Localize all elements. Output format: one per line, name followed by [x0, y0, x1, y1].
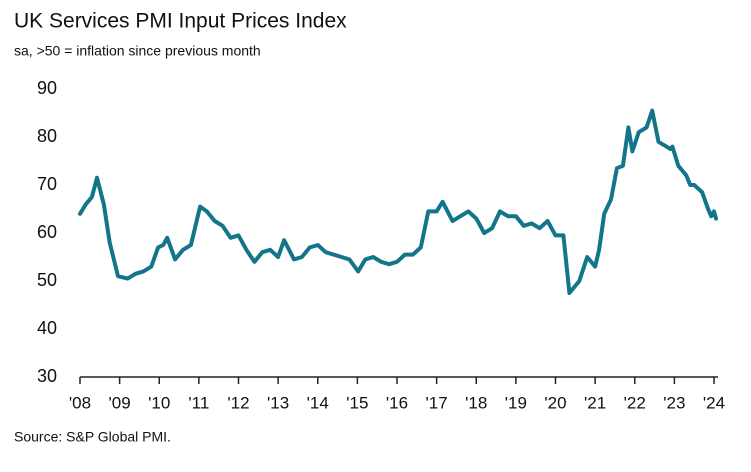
chart-subtitle: sa, >50 = inflation since previous month	[14, 43, 261, 59]
x-tick-label: '17	[426, 393, 448, 412]
x-tick-label: '14	[307, 393, 329, 412]
x-tick-label: '16	[386, 393, 408, 412]
x-tick-label: '09	[109, 393, 131, 412]
y-tick-label: 50	[37, 270, 57, 290]
x-tick-label: '24	[703, 393, 725, 412]
x-tick-label: '21	[584, 393, 606, 412]
y-tick-label: 30	[37, 366, 57, 386]
y-tick-label: 40	[37, 318, 57, 338]
x-tick-label: '13	[267, 393, 289, 412]
source-note: Source: S&P Global PMI.	[14, 429, 171, 445]
data-line	[78, 108, 718, 295]
y-tick-label: 90	[37, 78, 57, 98]
x-tick-label: '15	[346, 393, 368, 412]
x-tick-label: '12	[227, 393, 249, 412]
y-tick-label: 70	[37, 174, 57, 194]
y-tick-label: 80	[37, 126, 57, 146]
x-tick-label: '11	[188, 393, 209, 412]
chart-title: UK Services PMI Input Prices Index	[14, 10, 347, 33]
x-tick-label: '10	[148, 393, 170, 412]
x-tick-label: '23	[663, 393, 685, 412]
y-tick-label: 60	[37, 222, 57, 242]
x-tick-label: '22	[624, 393, 646, 412]
x-tick-label: '19	[505, 393, 527, 412]
x-tick-label: '20	[544, 393, 566, 412]
x-tick-label: '08	[69, 393, 91, 412]
x-tick-label: '18	[465, 393, 487, 412]
